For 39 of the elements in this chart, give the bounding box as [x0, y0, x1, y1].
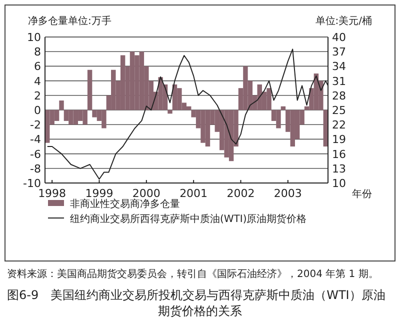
x-tick-label: 2000 — [132, 187, 160, 200]
y2-axis-title: 单位:美元/桶 — [315, 15, 372, 27]
y2-tick-label: 40 — [332, 31, 346, 44]
bar — [87, 70, 92, 110]
x-axis-title: 年份 — [352, 188, 372, 200]
y-tick-label: -6 — [30, 148, 41, 161]
y2-tick-label: 31 — [332, 74, 346, 88]
bar — [280, 106, 286, 110]
text: 图6-9 美国纽约商业交易所投机交易与西得克萨斯中质油（WTI）原油期货价格的关系 — [7, 288, 386, 318]
x-tick-label: 2002 — [226, 187, 255, 200]
y-tick-label: 6 — [34, 60, 41, 74]
y2-tick-label: 10 — [332, 177, 346, 190]
y2-tick-label: 22 — [332, 118, 346, 132]
y-tick-label: -10 — [23, 177, 41, 190]
y-tick-label: -4 — [30, 133, 41, 146]
y2-tick-label: 34 — [332, 60, 346, 74]
y2-tick-label: 28 — [332, 89, 346, 102]
y-tick-label: -8 — [30, 162, 41, 176]
y2-tick-label: 19 — [332, 133, 346, 146]
y-tick-label: 8 — [34, 46, 41, 59]
y-tick-label: 0 — [34, 104, 41, 117]
y2-tick-label: 13 — [332, 162, 346, 176]
bar — [168, 110, 172, 114]
x-tick-label: 2001 — [180, 187, 208, 200]
y-tick-label: 10 — [27, 31, 41, 44]
bar — [59, 100, 64, 110]
y-tick-label: 4 — [34, 74, 41, 88]
text: 资料来源：美国商品期货交易委员会，转引自《国际石油经济》，2004 年第 1 期。 — [7, 268, 378, 280]
x-tick-label: 1999 — [85, 187, 114, 200]
legend-label: 非商业性交易商净多仓量 — [70, 198, 180, 210]
y2-tick-label: 25 — [332, 104, 346, 117]
legend-label: 纽约商业交易所西得克萨斯中质油(WTI)原油期货价格 — [70, 213, 307, 225]
y-axis-title: 净多仓量单位:万手 — [28, 15, 112, 27]
x-tick-label: 2003 — [274, 187, 302, 200]
y2-tick-label: 16 — [332, 148, 346, 161]
y-tick-label: 2 — [34, 89, 41, 102]
x-tick-label: 1998 — [38, 187, 66, 200]
y-tick-label: -2 — [30, 118, 41, 132]
y2-tick-label: 37 — [332, 46, 346, 59]
